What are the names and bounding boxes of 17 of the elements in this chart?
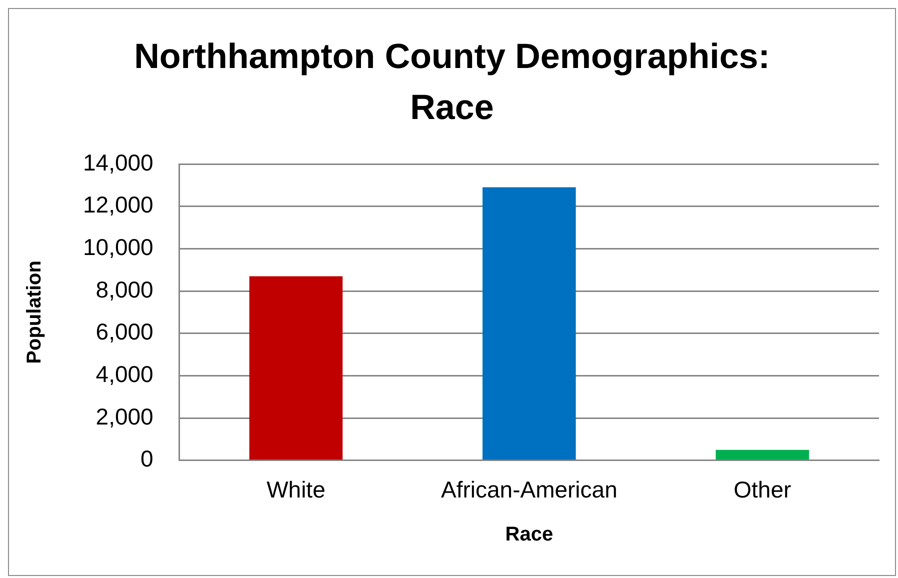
y-axis-title: Population: [24, 260, 46, 364]
y-tick-label: 8,000: [96, 276, 154, 302]
bar: [482, 187, 576, 460]
y-tick-label: 10,000: [82, 234, 154, 260]
bar: [249, 276, 343, 460]
y-tick-label: 4,000: [96, 361, 154, 388]
bar: [716, 450, 810, 460]
x-tick-label: African-American: [440, 476, 618, 503]
chart-title: Northhampton County Demographics: Race: [133, 36, 771, 129]
y-tick-label: 2,000: [96, 403, 154, 430]
y-tick-label: 0: [140, 446, 154, 472]
y-tick-label: 6,000: [96, 318, 154, 345]
x-tick-label: White: [266, 476, 326, 503]
y-tick-label: 14,000: [82, 149, 154, 176]
y-tick-label: 12,000: [82, 192, 154, 218]
x-tick-label: Other: [734, 476, 792, 503]
x-axis-title: Race: [505, 524, 554, 546]
